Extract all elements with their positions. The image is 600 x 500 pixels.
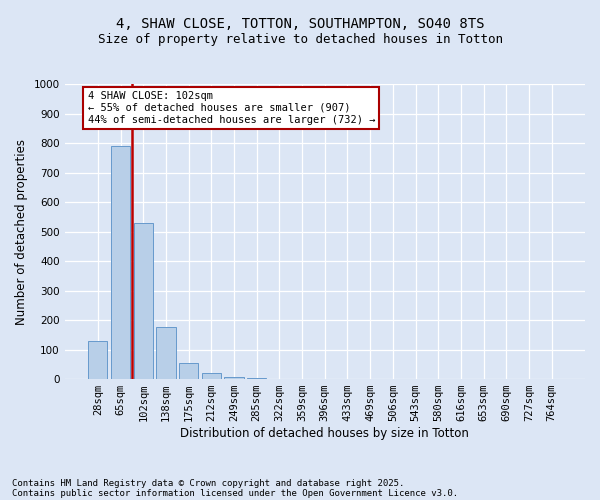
Text: 4 SHAW CLOSE: 102sqm
← 55% of detached houses are smaller (907)
44% of semi-deta: 4 SHAW CLOSE: 102sqm ← 55% of detached h… <box>88 92 375 124</box>
Text: Contains public sector information licensed under the Open Government Licence v3: Contains public sector information licen… <box>12 488 458 498</box>
Bar <box>202 373 221 379</box>
Y-axis label: Number of detached properties: Number of detached properties <box>15 138 28 324</box>
Bar <box>88 340 107 379</box>
Bar <box>156 328 176 379</box>
Text: Contains HM Land Registry data © Crown copyright and database right 2025.: Contains HM Land Registry data © Crown c… <box>12 478 404 488</box>
Bar <box>134 222 153 379</box>
Bar <box>111 146 130 379</box>
Text: 4, SHAW CLOSE, TOTTON, SOUTHAMPTON, SO40 8TS: 4, SHAW CLOSE, TOTTON, SOUTHAMPTON, SO40… <box>116 18 484 32</box>
Text: Size of property relative to detached houses in Totton: Size of property relative to detached ho… <box>97 32 503 46</box>
X-axis label: Distribution of detached houses by size in Totton: Distribution of detached houses by size … <box>181 427 469 440</box>
Bar <box>247 378 266 379</box>
Bar <box>224 376 244 379</box>
Bar <box>179 363 198 379</box>
